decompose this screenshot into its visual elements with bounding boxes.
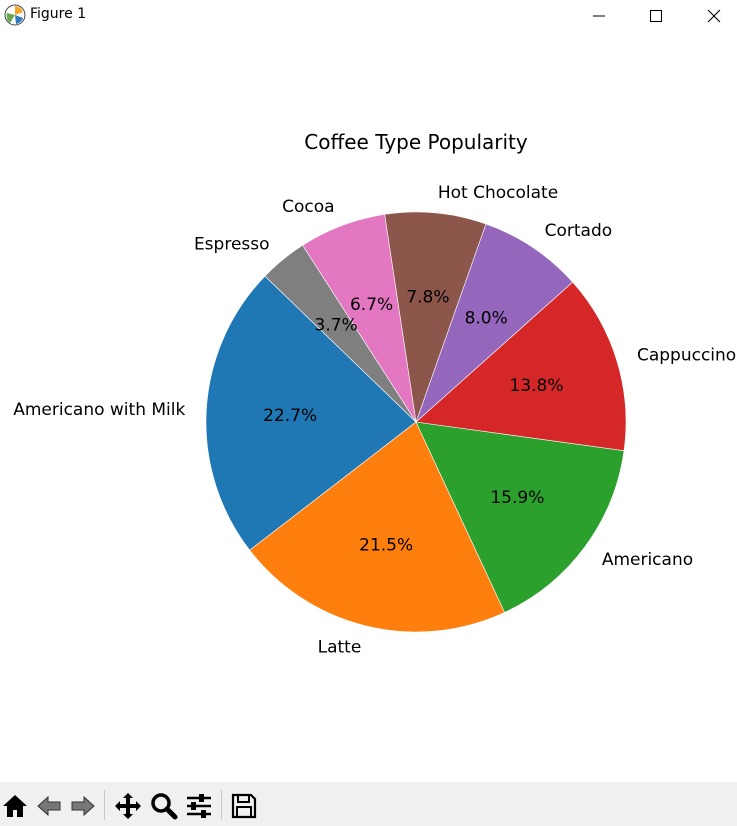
pie-slice-2 [415, 421, 625, 613]
pie-category-label-0: Americano with Milk [13, 400, 185, 420]
home-icon[interactable] [1, 792, 29, 820]
pie-slice-3 [415, 281, 627, 452]
pie-slice-0 [205, 275, 417, 551]
pie-slice-1 [249, 421, 506, 633]
pie-pct-label-4: 8.0% [465, 308, 508, 328]
minimize-icon [593, 15, 605, 16]
configure-subplots-icon[interactable] [185, 792, 213, 820]
pie-pct-label-2: 15.9% [490, 488, 544, 508]
pie-labels: 22.7% Americano with Milk 21.5% Latte 15.9% A… [13, 183, 736, 657]
pie-pct-label-0: 22.7% [263, 406, 317, 426]
window-title: Figure 1 [30, 6, 87, 22]
toolbar-separator [104, 790, 105, 820]
toolbar-separator [221, 790, 222, 820]
forward-icon[interactable] [68, 792, 96, 820]
pie-category-label-6: Cocoa [282, 197, 334, 217]
pie-category-label-3: Cappuccino [637, 346, 736, 366]
pie-slice-7 [264, 244, 417, 423]
pie-slice-5 [384, 211, 487, 423]
minimize-button[interactable] [570, 0, 628, 31]
pie-category-label-7: Espresso [194, 234, 270, 254]
close-button[interactable] [685, 0, 737, 31]
pie-category-label-2: Americano [602, 550, 693, 570]
pie-category-label-5: Hot Chocolate [438, 183, 558, 203]
close-icon [707, 9, 721, 22]
maximize-button[interactable] [627, 0, 685, 31]
pie-category-label-1: Latte [318, 637, 362, 657]
save-icon[interactable] [230, 792, 258, 820]
pie-slices [205, 211, 627, 633]
matplotlib-app-icon [4, 4, 26, 26]
back-icon[interactable] [36, 792, 64, 820]
zoom-icon[interactable] [150, 792, 178, 820]
pie-pct-label-1: 21.5% [359, 535, 413, 555]
chart-title: Coffee Type Popularity [304, 130, 528, 154]
pie-slice-4 [415, 223, 574, 423]
pie-pct-label-3: 13.8% [510, 376, 564, 396]
figure-canvas: Coffee Type Popularity 22.7% Americano wi… [0, 31, 737, 782]
pie-pct-label-7: 3.7% [315, 316, 358, 336]
pie-chart: Coffee Type Popularity 22.7% Americano wi… [13, 130, 736, 657]
window-titlebar: Figure 1 [0, 0, 737, 31]
navigation-toolbar [0, 782, 737, 826]
pan-icon[interactable] [114, 792, 142, 820]
pie-pct-label-5: 7.8% [406, 288, 449, 308]
maximize-icon [650, 9, 662, 22]
pie-pct-label-6: 6.7% [350, 295, 393, 315]
pie-category-label-4: Cortado [545, 221, 613, 241]
